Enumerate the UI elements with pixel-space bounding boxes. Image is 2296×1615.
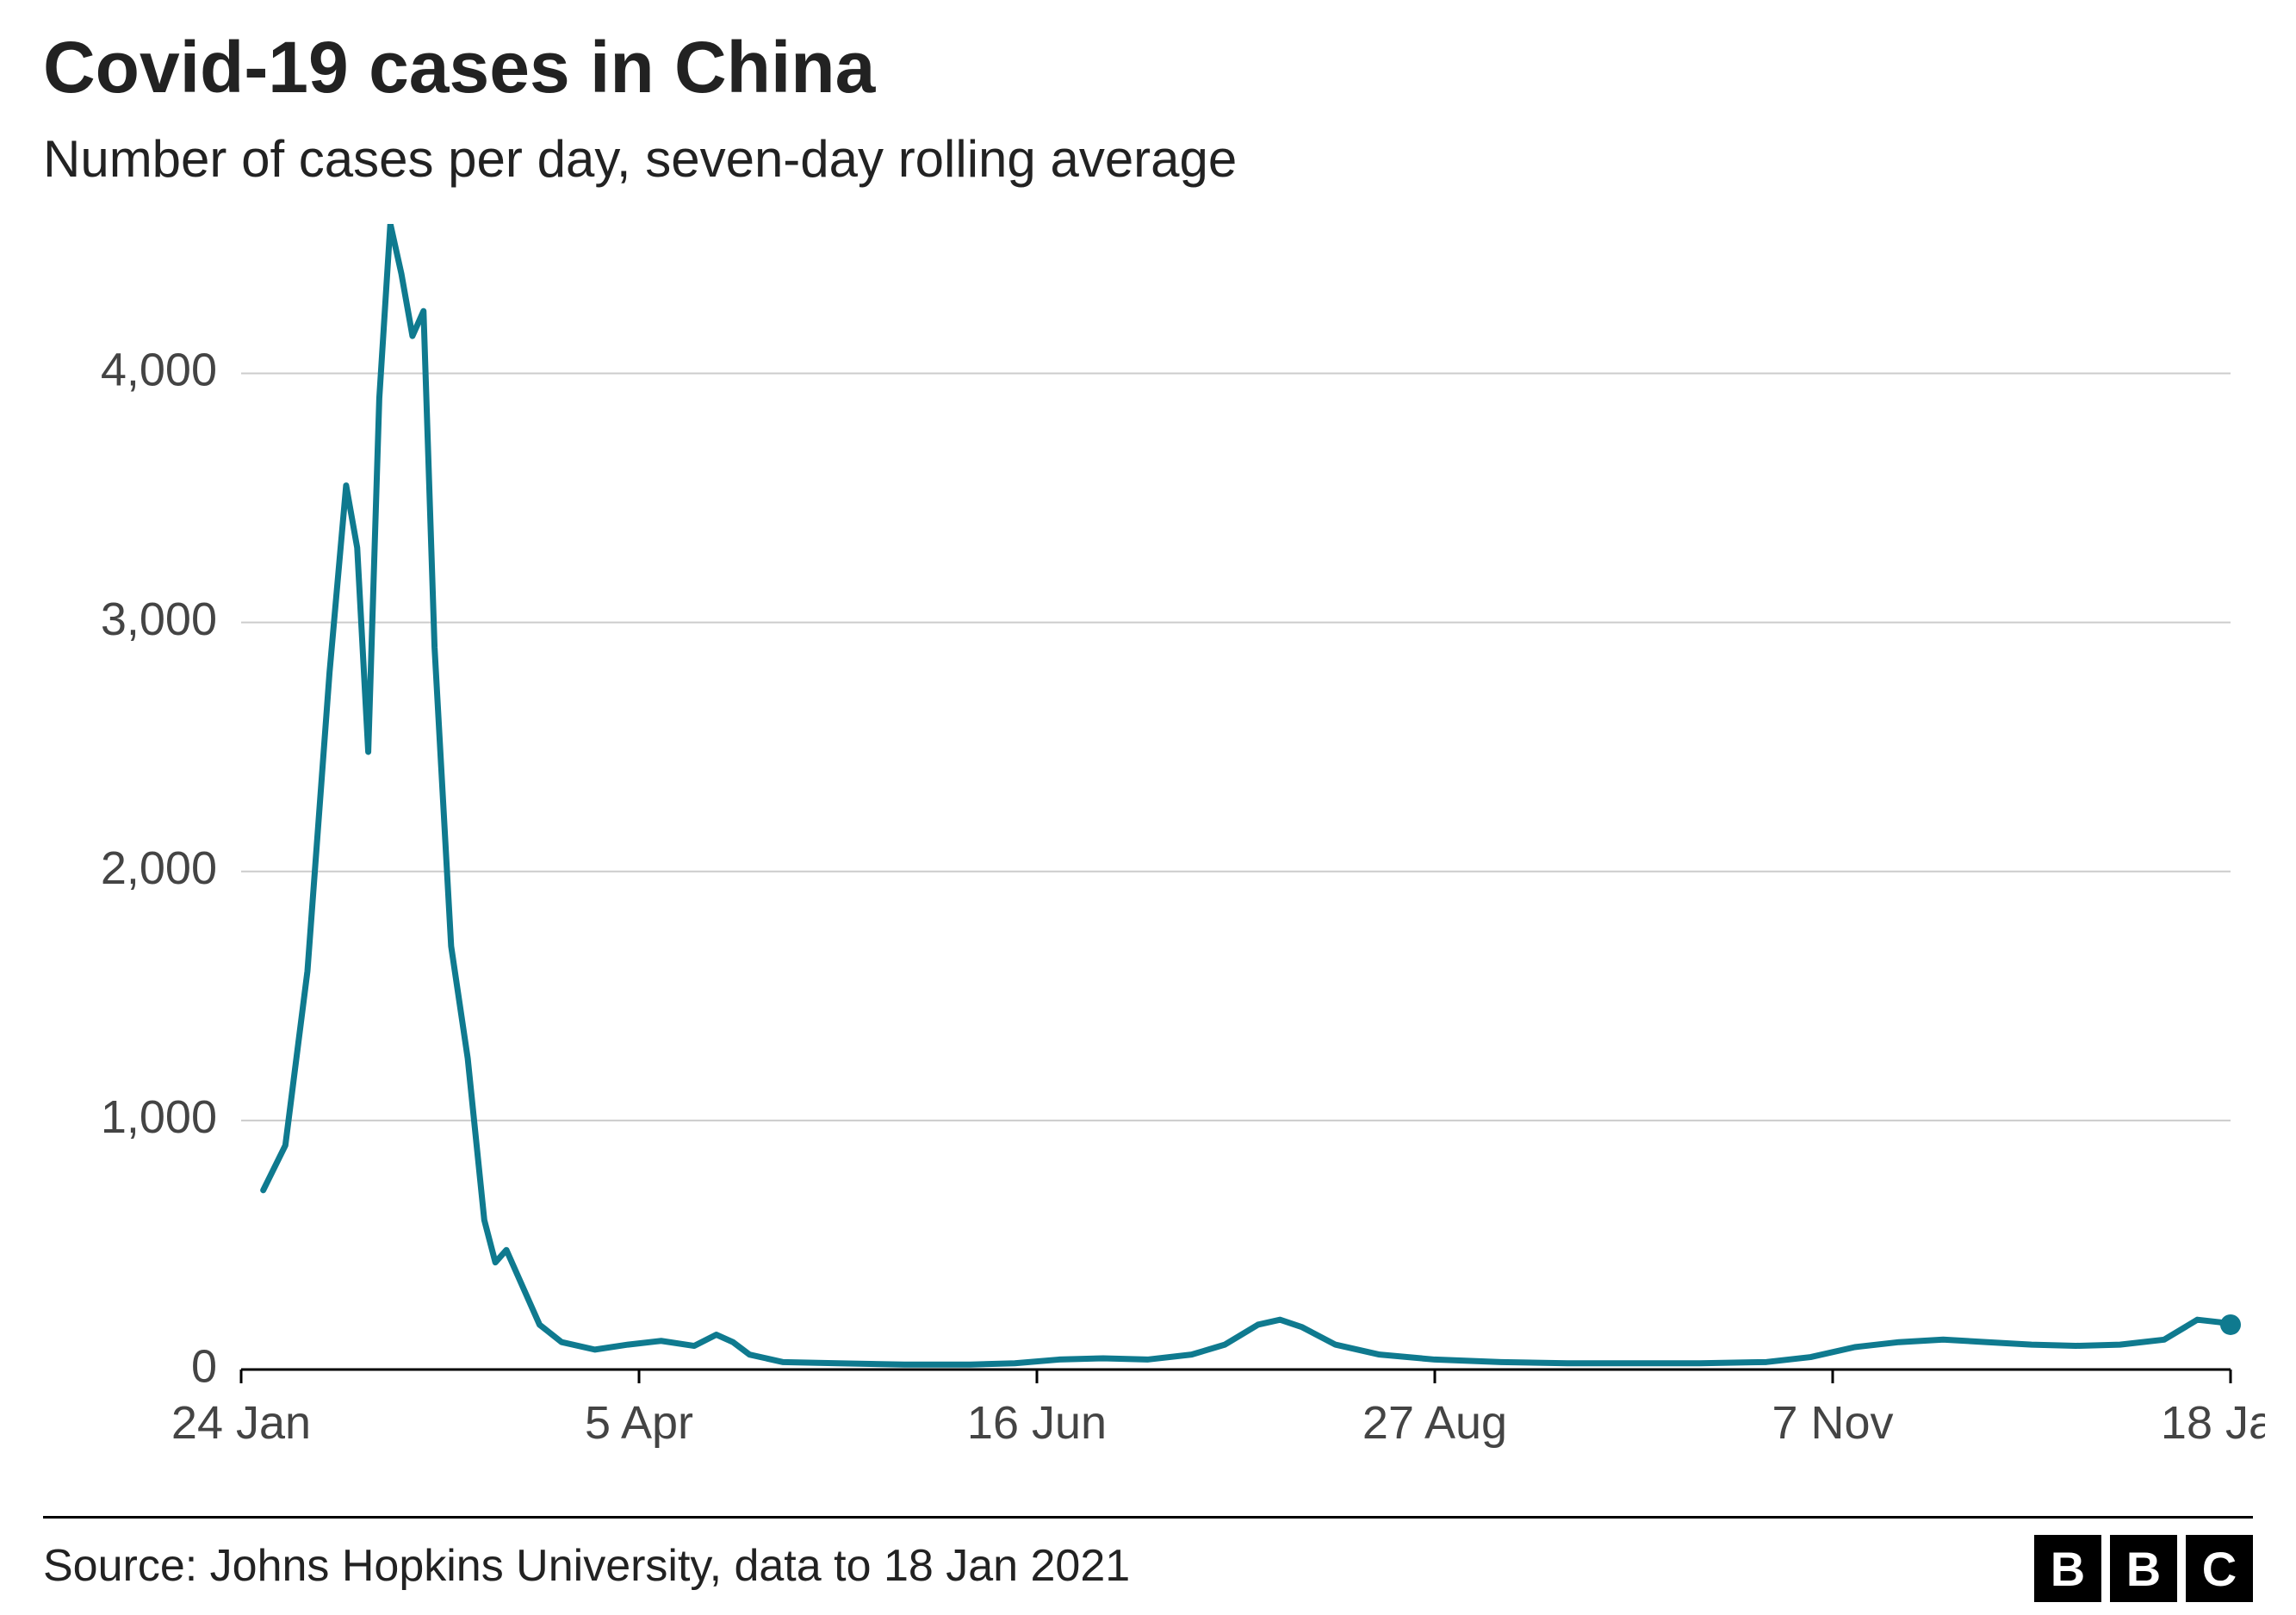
chart-container: Covid-19 cases in China Number of cases …	[0, 0, 2296, 1615]
svg-text:2,000: 2,000	[101, 842, 217, 894]
svg-text:5 Apr: 5 Apr	[585, 1397, 693, 1449]
svg-text:16 Jun: 16 Jun	[967, 1397, 1107, 1449]
bbc-logo: BBC	[2034, 1535, 2253, 1602]
svg-text:3,000: 3,000	[101, 593, 217, 645]
svg-text:0: 0	[191, 1340, 217, 1392]
chart-title: Covid-19 cases in China	[43, 26, 875, 109]
chart-subtitle: Number of cases per day, seven-day rolli…	[43, 129, 1237, 189]
line-chart: 0 1,000 2,000 3,000 4,000 24 Jan 5 Apr 16 Jun 27…	[52, 224, 2265, 1490]
svg-text:27 Aug: 27 Aug	[1362, 1397, 1507, 1449]
svg-text:24 Jan: 24 Jan	[171, 1397, 311, 1449]
bbc-logo-letter: B	[2034, 1535, 2101, 1602]
footer-divider	[43, 1516, 2253, 1519]
svg-text:4,000: 4,000	[101, 345, 217, 396]
svg-text:18 Jan: 18 Jan	[2161, 1397, 2265, 1449]
source-text: Source: Johns Hopkins University, data t…	[43, 1540, 1130, 1592]
bbc-logo-letter: B	[2110, 1535, 2177, 1602]
svg-text:7 Nov: 7 Nov	[1772, 1397, 1893, 1449]
svg-text:1,000: 1,000	[101, 1091, 217, 1143]
bbc-logo-letter: C	[2186, 1535, 2253, 1602]
